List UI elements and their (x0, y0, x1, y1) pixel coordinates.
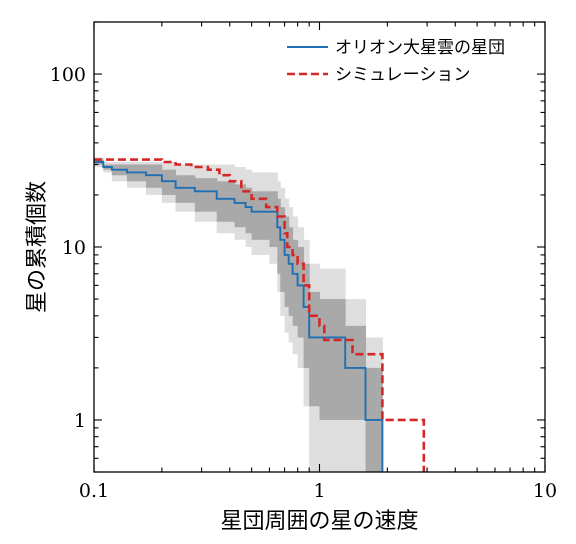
legend-label-2: シミュレーション (335, 65, 470, 85)
inner-band-segment (284, 216, 290, 307)
inner-band-segment (175, 175, 196, 203)
y-axis-label: 星の累積個数 (25, 181, 50, 313)
series-line-1 (94, 161, 384, 472)
legend-label-1: オリオン大星雲の星団 (335, 38, 505, 58)
inner-band-segment (161, 169, 177, 195)
series-line-2 (94, 158, 426, 472)
axis-ticks (93, 21, 546, 473)
inner-band-segment (194, 178, 218, 212)
y-tick-label: 10 (62, 237, 86, 259)
inner-band-segment (280, 207, 286, 292)
inner-band-segment (234, 184, 247, 228)
inner-band-segment (277, 198, 281, 274)
x-tick-label: 1 (313, 480, 325, 502)
x-axis-label: 星団周囲の星の速度 (220, 509, 418, 534)
inner-band-segment (303, 263, 310, 368)
inner-band-segment (216, 181, 236, 222)
x-tick-label: 10 (533, 480, 557, 502)
tick-labels: 0.1 1 10 1 10 100 (50, 64, 557, 502)
inner-band-segment (269, 191, 278, 247)
x-tick-label: 0.1 (79, 480, 109, 502)
y-tick-label: 1 (74, 410, 86, 432)
y-tick-label: 100 (50, 64, 86, 86)
error-bands (94, 157, 383, 472)
series-lines (94, 158, 426, 472)
inner-band-segment (309, 291, 320, 407)
inner-band-segment (245, 187, 253, 234)
inner-band-segment (292, 239, 299, 326)
inner-band-segment (345, 325, 367, 420)
inner-band-segment (319, 299, 346, 420)
inner-band-segment (288, 227, 294, 316)
inner-band-segment (297, 247, 305, 338)
